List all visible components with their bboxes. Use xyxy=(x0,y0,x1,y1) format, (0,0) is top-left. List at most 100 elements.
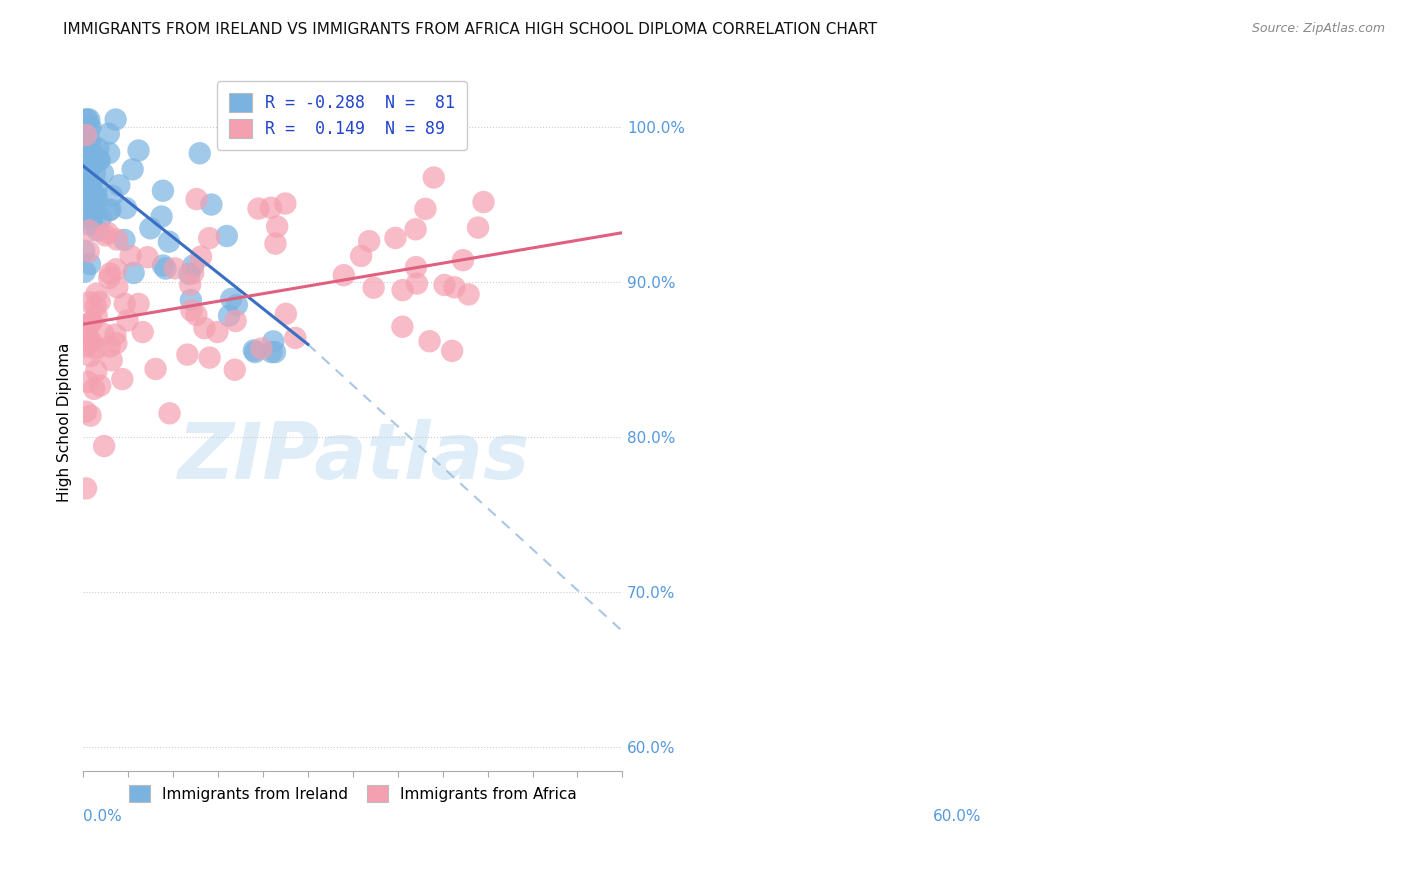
Point xyxy=(406,277,429,291)
Point xyxy=(76,138,98,153)
Point xyxy=(77,244,100,259)
Point xyxy=(80,334,103,349)
Point xyxy=(94,228,117,243)
Point xyxy=(75,151,97,165)
Point xyxy=(264,128,287,142)
Point xyxy=(405,222,427,236)
Point xyxy=(150,210,173,224)
Point xyxy=(73,265,96,279)
Text: Source: ZipAtlas.com: Source: ZipAtlas.com xyxy=(1251,22,1385,36)
Point xyxy=(186,308,208,322)
Point xyxy=(82,155,104,169)
Point xyxy=(82,148,104,162)
Point xyxy=(198,231,221,245)
Point xyxy=(274,307,297,321)
Point xyxy=(79,409,101,423)
Point xyxy=(87,153,110,167)
Point xyxy=(120,249,142,263)
Point xyxy=(87,223,110,237)
Point xyxy=(89,378,111,392)
Point xyxy=(415,202,437,216)
Point xyxy=(73,244,96,258)
Point xyxy=(83,167,105,181)
Point xyxy=(73,136,96,150)
Point xyxy=(76,326,98,341)
Point xyxy=(79,334,101,348)
Point xyxy=(115,201,138,215)
Point xyxy=(77,112,100,127)
Point xyxy=(105,336,128,351)
Point xyxy=(200,197,222,211)
Point xyxy=(86,364,108,378)
Y-axis label: High School Diploma: High School Diploma xyxy=(58,343,72,501)
Point xyxy=(405,260,427,274)
Point xyxy=(163,261,186,276)
Point xyxy=(181,259,204,273)
Point xyxy=(80,211,103,225)
Point xyxy=(77,120,100,135)
Point xyxy=(391,283,413,297)
Point xyxy=(86,180,108,194)
Point xyxy=(98,339,121,353)
Point xyxy=(76,176,98,190)
Point xyxy=(91,166,114,180)
Point xyxy=(97,127,120,141)
Point xyxy=(384,231,406,245)
Point xyxy=(77,183,100,197)
Point xyxy=(260,201,283,215)
Point xyxy=(80,178,103,193)
Point xyxy=(80,314,103,328)
Point xyxy=(77,145,100,160)
Legend: Immigrants from Ireland, Immigrants from Africa: Immigrants from Ireland, Immigrants from… xyxy=(122,779,583,808)
Point xyxy=(86,190,108,204)
Point xyxy=(193,321,215,335)
Point xyxy=(264,236,287,251)
Point xyxy=(80,213,103,227)
Point xyxy=(76,137,98,152)
Point xyxy=(152,184,174,198)
Point xyxy=(131,325,153,339)
Point xyxy=(98,146,121,161)
Point xyxy=(79,349,101,363)
Point xyxy=(89,294,111,309)
Point xyxy=(80,150,103,164)
Point xyxy=(215,229,238,244)
Point xyxy=(89,153,111,167)
Point xyxy=(79,218,101,232)
Point xyxy=(139,221,162,235)
Point xyxy=(114,233,136,247)
Point xyxy=(451,253,474,268)
Point xyxy=(155,261,177,276)
Point xyxy=(97,226,120,240)
Point xyxy=(104,327,127,342)
Point xyxy=(159,406,181,420)
Point xyxy=(274,196,297,211)
Point xyxy=(77,192,100,206)
Point xyxy=(90,211,112,225)
Point xyxy=(472,195,495,210)
Point xyxy=(77,167,100,181)
Point xyxy=(75,120,97,135)
Point xyxy=(433,277,456,292)
Point xyxy=(84,199,107,213)
Point xyxy=(98,203,121,218)
Point xyxy=(179,277,201,292)
Point xyxy=(250,342,273,356)
Point xyxy=(83,153,105,167)
Point xyxy=(80,184,103,198)
Point xyxy=(157,235,180,249)
Text: 0.0%: 0.0% xyxy=(83,809,122,824)
Point xyxy=(87,142,110,156)
Point xyxy=(79,295,101,310)
Text: ZIPatlas: ZIPatlas xyxy=(177,418,529,495)
Point xyxy=(225,298,247,312)
Point xyxy=(108,178,131,193)
Point xyxy=(350,249,373,263)
Point xyxy=(79,257,101,271)
Point xyxy=(84,299,107,313)
Point xyxy=(243,345,266,359)
Point xyxy=(83,382,105,396)
Point xyxy=(79,207,101,221)
Point xyxy=(247,202,270,216)
Point xyxy=(333,268,356,283)
